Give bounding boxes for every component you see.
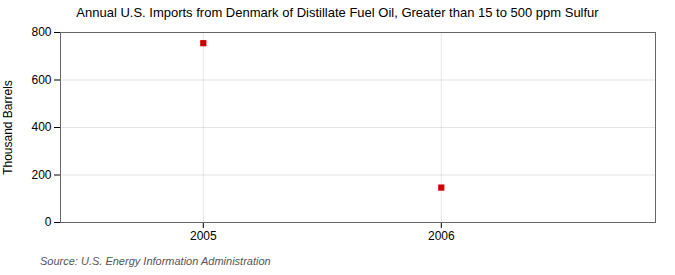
html-text:Source: U.S. Energy Informatio: Source: U.S. Energy Information Administ… <box>40 255 271 267</box>
html-text:Annual U.S. Imports from Denma: Annual U.S. Imports from Denmark of Dist… <box>76 5 599 20</box>
svg-text:200: 200 <box>31 168 51 182</box>
svg-text:Thousand Barrels: Thousand Barrels <box>1 80 15 175</box>
svg-text:0: 0 <box>45 215 52 229</box>
svg-text:2006: 2006 <box>428 229 455 243</box>
svg-text:2005: 2005 <box>190 229 217 243</box>
svg-text:400: 400 <box>31 120 51 134</box>
svg-text:800: 800 <box>31 25 51 39</box>
svg-text:600: 600 <box>31 73 51 87</box>
